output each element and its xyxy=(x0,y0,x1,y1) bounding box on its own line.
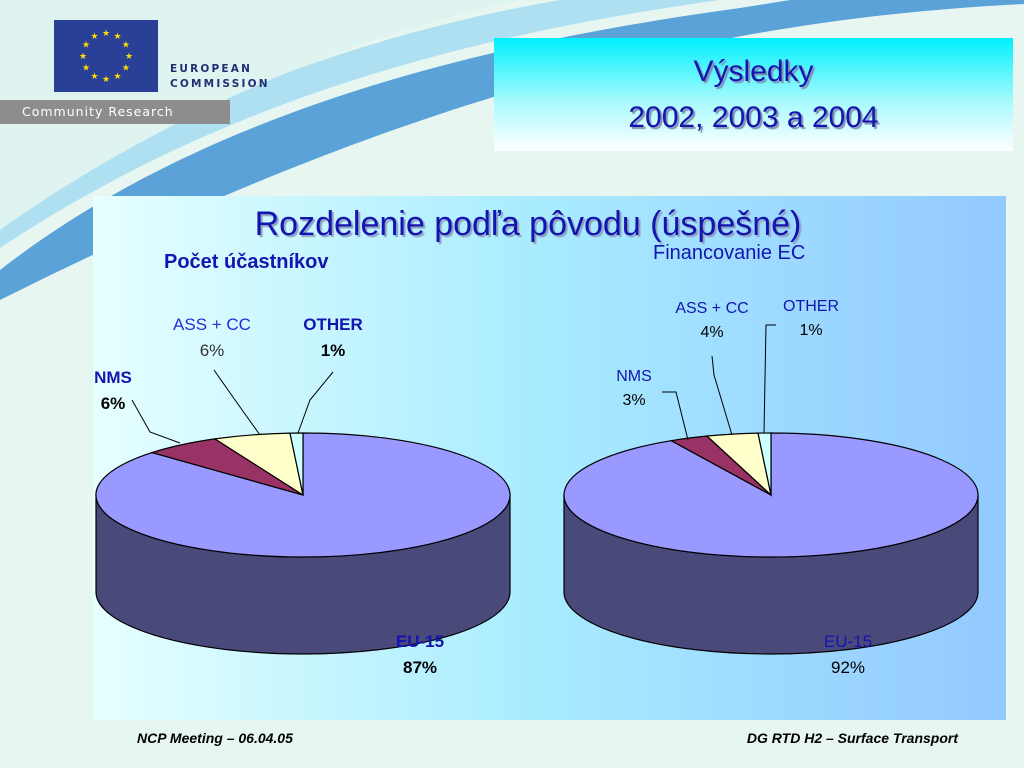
slice-label: EU-15 xyxy=(823,632,873,651)
data-label-ass-cc: ASS + CC 4% xyxy=(652,300,772,342)
slice-value: 6% xyxy=(199,341,225,360)
slide-subtitle: 2002, 2003 a 2004 xyxy=(628,101,879,134)
eu-star-icon: ★ xyxy=(90,31,98,41)
slide-title-box xyxy=(494,38,1013,151)
slice-other xyxy=(289,432,304,496)
eu-flag-logo: ★ ★ ★ ★ ★ ★ ★ ★ ★ ★ ★ ★ xyxy=(54,20,158,92)
slice-label: ASS + CC xyxy=(173,315,251,334)
eu-star-icon: ★ xyxy=(113,31,121,41)
slice-label: ASS + CC xyxy=(675,300,749,317)
leader-line-other xyxy=(763,324,776,434)
data-label-eu-15: EU-15 87% xyxy=(360,632,480,678)
commission-label: COMMISSION xyxy=(170,78,270,90)
community-research-label: Community Research xyxy=(22,104,174,119)
slice-value: 1% xyxy=(799,322,823,339)
pie-chart-funding xyxy=(563,324,979,655)
leader-line-other xyxy=(297,371,334,434)
slice-value: 3% xyxy=(622,392,646,409)
eu-stars-icon: ★ ★★★★★★★★★★★ xyxy=(79,28,133,84)
slice-value: 87% xyxy=(402,658,438,677)
slide-title: Výsledky xyxy=(693,55,814,88)
slice-eu-15 xyxy=(95,432,511,558)
eu-star-icon: ★ xyxy=(79,51,87,61)
leader-line-nms xyxy=(131,399,181,444)
chart-heading: Rozdelenie podľa pôvodu (úspešné) xyxy=(254,205,802,243)
slice-label: OTHER xyxy=(303,315,363,334)
eu-star-icon: ★ xyxy=(113,71,121,81)
data-label-ass-cc: ASS + CC 6% xyxy=(152,315,272,361)
eu-star-icon: ★ xyxy=(125,51,133,61)
leader-line-nms xyxy=(662,391,689,441)
slice-label: EU-15 xyxy=(395,632,445,651)
eu-star-icon: ★ xyxy=(90,71,98,81)
slice-value: 4% xyxy=(700,324,724,341)
community-research-bar xyxy=(0,100,230,124)
eu-star-icon: ★ xyxy=(102,74,110,84)
eu-star-icon: ★ xyxy=(82,40,90,50)
pie-chart-participants xyxy=(95,369,511,655)
slice-label: NMS xyxy=(616,368,652,385)
european-label: EUROPEAN xyxy=(170,63,253,75)
slice-other xyxy=(757,432,772,496)
leader-line-ass-cc xyxy=(711,355,733,436)
data-label-other: OTHER 1% xyxy=(273,315,393,361)
data-label-other: OTHER 1% xyxy=(751,298,871,340)
eu-star-icon: ★ xyxy=(82,63,90,73)
right-chart-title: Financovanie EC xyxy=(653,242,806,264)
footer-meeting: NCP Meeting – 06.04.05 xyxy=(137,730,293,746)
eu-star-icon: ★ xyxy=(122,63,130,73)
eu-star-icon: ★ xyxy=(122,40,130,50)
left-chart-title: Počet účastníkov xyxy=(164,251,329,273)
slice-value: 6% xyxy=(100,394,126,413)
data-label-nms: NMS 3% xyxy=(574,368,694,410)
slice-label: OTHER xyxy=(783,298,839,315)
slice-value: 1% xyxy=(320,341,346,360)
data-label-eu-15: EU-15 92% xyxy=(788,632,908,678)
slice-label: NMS xyxy=(94,368,132,387)
slice-value: 92% xyxy=(830,658,866,677)
footer-department: DG RTD H2 – Surface Transport xyxy=(746,730,958,746)
leader-line-ass-cc xyxy=(213,369,261,436)
eu-star-icon: ★ xyxy=(102,28,110,38)
data-label-nms: NMS 6% xyxy=(53,368,173,414)
